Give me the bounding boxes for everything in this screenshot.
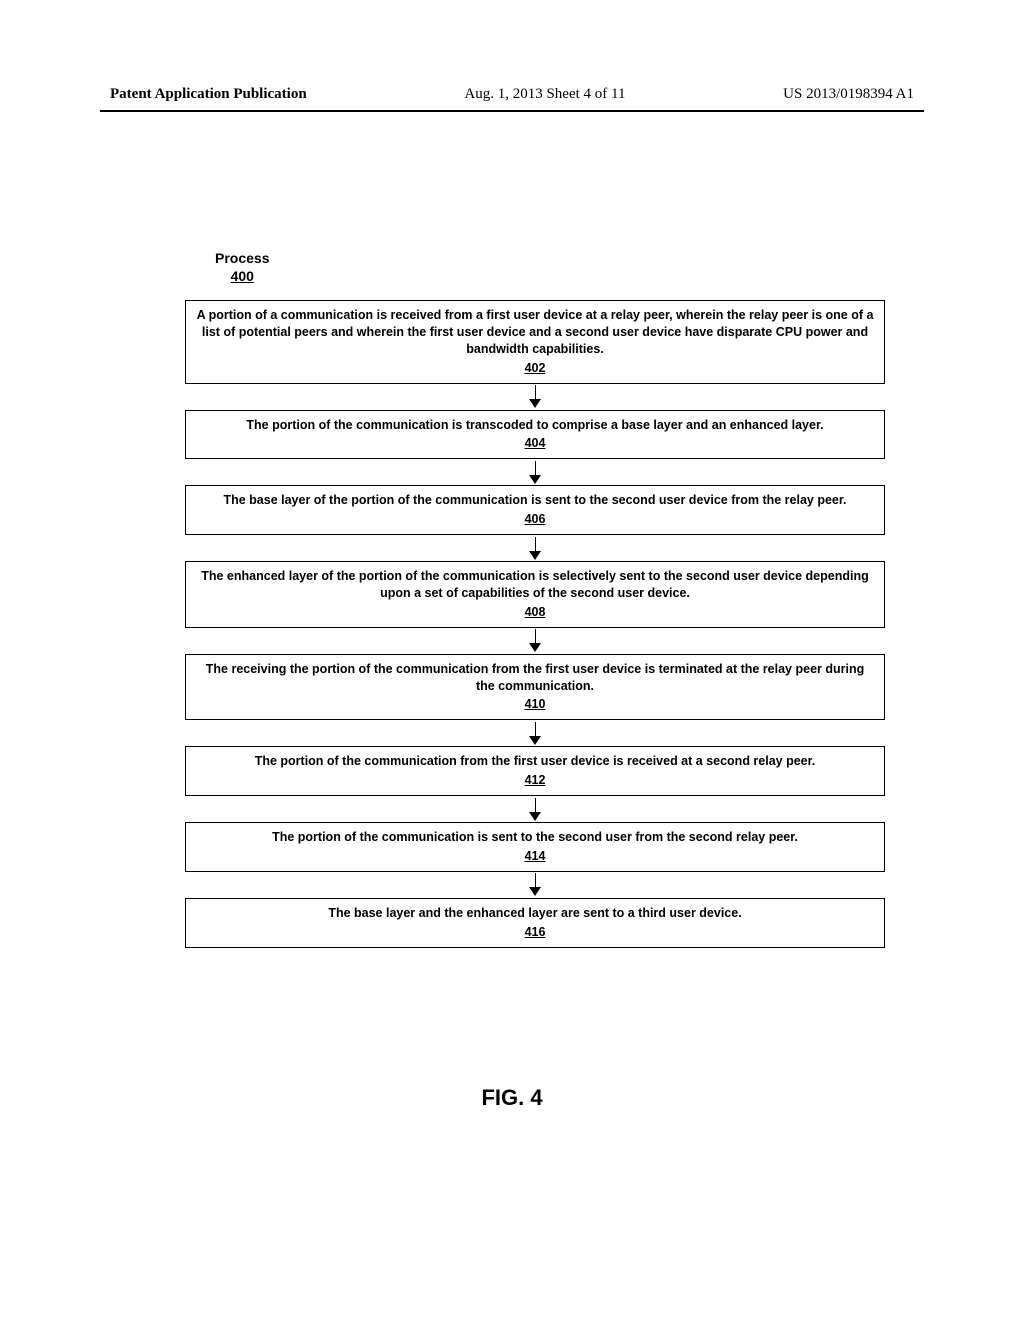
flow-step: The portion of the communication is sent… xyxy=(185,822,885,872)
process-label: Process 400 xyxy=(215,250,269,284)
flow-step-text: A portion of a communication is received… xyxy=(197,308,874,356)
flow-arrow xyxy=(529,459,541,485)
flow-step-text: The portion of the communication is tran… xyxy=(246,418,823,432)
flow-step-text: The base layer of the portion of the com… xyxy=(223,493,846,507)
header-mid: Aug. 1, 2013 Sheet 4 of 11 xyxy=(464,86,625,103)
arrow-head-icon xyxy=(529,736,541,745)
arrow-head-icon xyxy=(529,399,541,408)
flow-step-number: 412 xyxy=(196,772,874,789)
header-rule xyxy=(100,110,924,112)
arrow-shaft xyxy=(535,537,536,551)
arrow-shaft xyxy=(535,873,536,887)
flow-arrow xyxy=(529,535,541,561)
flow-step-text: The portion of the communication from th… xyxy=(255,754,816,768)
flow-step-number: 410 xyxy=(196,696,874,713)
flow-arrow xyxy=(529,796,541,822)
flow-step-text: The receiving the portion of the communi… xyxy=(206,662,864,693)
flow-step: The receiving the portion of the communi… xyxy=(185,654,885,721)
arrow-head-icon xyxy=(529,475,541,484)
flow-step-text: The enhanced layer of the portion of the… xyxy=(201,569,869,600)
arrow-head-icon xyxy=(529,643,541,652)
arrow-shaft xyxy=(535,629,536,643)
flow-step: The base layer of the portion of the com… xyxy=(185,485,885,535)
arrow-head-icon xyxy=(529,551,541,560)
arrow-shaft xyxy=(535,722,536,736)
arrow-shaft xyxy=(535,385,536,399)
flow-arrow xyxy=(529,720,541,746)
arrow-head-icon xyxy=(529,812,541,821)
flow-step: The portion of the communication is tran… xyxy=(185,410,885,460)
flow-step-text: The portion of the communication is sent… xyxy=(272,830,798,844)
flow-step: The enhanced layer of the portion of the… xyxy=(185,561,885,628)
flow-step: A portion of a communication is received… xyxy=(185,300,885,384)
flow-step-number: 414 xyxy=(196,848,874,865)
flow-step-number: 404 xyxy=(196,435,874,452)
flow-step: The portion of the communication from th… xyxy=(185,746,885,796)
arrow-shaft xyxy=(535,461,536,475)
flowchart: A portion of a communication is received… xyxy=(185,300,885,948)
flow-step: The base layer and the enhanced layer ar… xyxy=(185,898,885,948)
figure-label: FIG. 4 xyxy=(0,1085,1024,1111)
page-header: Patent Application Publication Aug. 1, 2… xyxy=(0,86,1024,103)
flow-arrow xyxy=(529,628,541,654)
process-label-number: 400 xyxy=(215,268,269,284)
page: Patent Application Publication Aug. 1, 2… xyxy=(0,0,1024,1320)
flow-step-number: 406 xyxy=(196,511,874,528)
flow-step-text: The base layer and the enhanced layer ar… xyxy=(328,906,741,920)
flow-step-number: 408 xyxy=(196,604,874,621)
process-label-text: Process xyxy=(215,250,269,266)
flow-arrow xyxy=(529,872,541,898)
flow-step-number: 402 xyxy=(196,360,874,377)
header-right: US 2013/0198394 A1 xyxy=(783,86,914,103)
flow-arrow xyxy=(529,384,541,410)
flow-step-number: 416 xyxy=(196,924,874,941)
arrow-shaft xyxy=(535,798,536,812)
header-left: Patent Application Publication xyxy=(110,86,307,103)
arrow-head-icon xyxy=(529,887,541,896)
